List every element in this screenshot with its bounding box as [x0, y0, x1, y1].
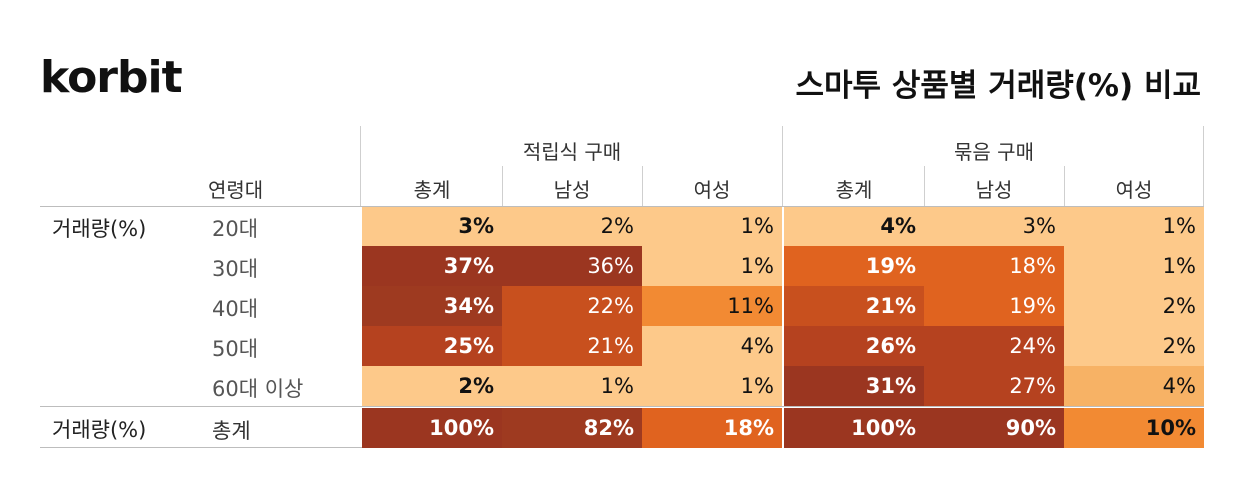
heatmap-cell: 36%	[502, 246, 642, 286]
heatmap-cell: 1%	[502, 366, 642, 406]
column-header: 남성	[975, 178, 1013, 202]
heatmap-cell: 25%	[362, 326, 502, 366]
total-cell: 10%	[1064, 408, 1204, 448]
age-label: 30대	[212, 257, 259, 281]
column-header: 총계	[413, 178, 451, 202]
age-label: 40대	[212, 297, 259, 321]
heatmap-cell: 3%	[924, 206, 1064, 246]
page-title: 스마투 상품별 거래량(%) 비교	[795, 68, 1202, 104]
heatmap-cell: 4%	[1064, 366, 1204, 406]
group-divider	[1203, 126, 1204, 206]
total-group-label: 거래량(%)	[52, 418, 147, 442]
age-label: 20대	[212, 217, 259, 241]
heatmap-cell: 37%	[362, 246, 502, 286]
column-divider	[502, 166, 503, 206]
heatmap-cell: 21%	[784, 286, 924, 326]
bottom-divider	[40, 447, 362, 448]
column-divider	[642, 166, 643, 206]
heatmap-cell: 4%	[642, 326, 782, 366]
column-header: 여성	[1115, 178, 1153, 202]
row-group-label: 거래량(%)	[52, 217, 147, 241]
group-header-savings: 적립식 구매	[522, 140, 622, 164]
heatmap-cell: 21%	[502, 326, 642, 366]
heatmap-cell: 1%	[642, 366, 782, 406]
age-label: 50대	[212, 337, 259, 361]
heatmap-cell: 19%	[784, 246, 924, 286]
total-cell: 82%	[502, 408, 642, 448]
total-cell: 100%	[362, 408, 502, 448]
group-divider	[360, 126, 361, 206]
age-label: 60대 이상	[212, 377, 304, 401]
heatmap-cell: 4%	[784, 206, 924, 246]
heatmap-cell: 1%	[642, 246, 782, 286]
heatmap-cell: 2%	[1064, 286, 1204, 326]
heatmap-cell: 34%	[362, 286, 502, 326]
heatmap-cell: 3%	[362, 206, 502, 246]
age-header: 연령대	[208, 178, 264, 202]
total-cell: 90%	[924, 408, 1064, 448]
column-header: 남성	[553, 178, 591, 202]
heatmap-cell: 24%	[924, 326, 1064, 366]
header-divider	[40, 206, 1204, 207]
column-header: 여성	[693, 178, 731, 202]
heatmap-cell: 19%	[924, 286, 1064, 326]
heatmap-cell: 31%	[784, 366, 924, 406]
heatmap-cell: 2%	[502, 206, 642, 246]
group-divider	[782, 126, 783, 206]
total-label: 총계	[212, 419, 251, 443]
heatmap-cell: 1%	[1064, 246, 1204, 286]
heatmap-cell: 1%	[1064, 206, 1204, 246]
total-cell: 18%	[642, 408, 782, 448]
column-header: 총계	[835, 178, 873, 202]
korbit-logo: korbit	[40, 52, 183, 103]
column-divider	[924, 166, 925, 206]
total-cell: 100%	[784, 408, 924, 448]
heatmap-cell: 18%	[924, 246, 1064, 286]
heatmap-cell: 22%	[502, 286, 642, 326]
group-header-bundle: 묶음 구매	[954, 140, 1034, 164]
heatmap-cell: 2%	[362, 366, 502, 406]
column-divider	[1064, 166, 1065, 206]
heatmap-cell: 1%	[642, 206, 782, 246]
heatmap-cell: 2%	[1064, 326, 1204, 366]
heatmap-cell: 26%	[784, 326, 924, 366]
heatmap-cell: 27%	[924, 366, 1064, 406]
heatmap-cell: 11%	[642, 286, 782, 326]
total-divider	[40, 406, 1204, 407]
